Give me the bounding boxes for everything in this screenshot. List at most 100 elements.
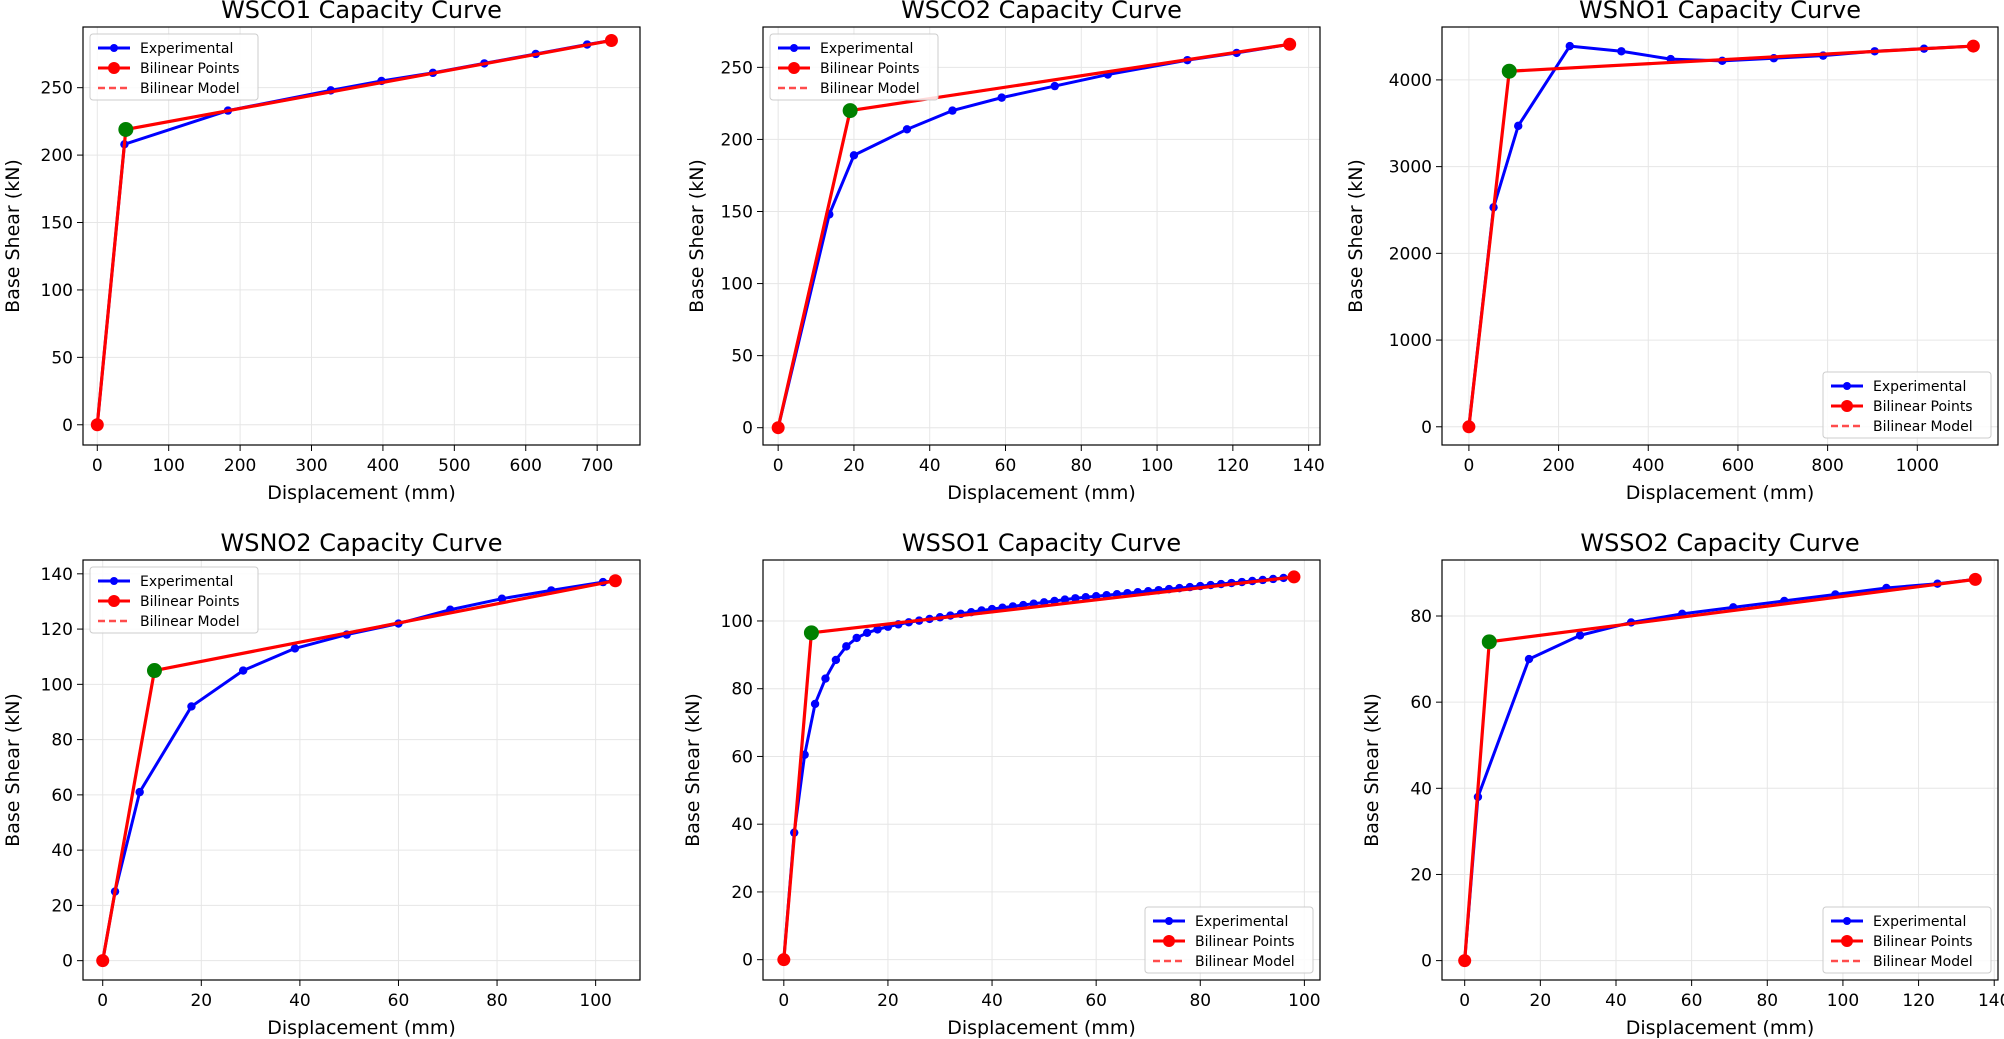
y-tick-label: 40 bbox=[51, 841, 73, 861]
legend-bilinear-points-marker bbox=[1841, 935, 1853, 947]
legend-bilinear-points-label: Bilinear Points bbox=[1873, 399, 1973, 415]
bilinear-model-line bbox=[95, 39, 612, 425]
y-tick-label: 150 bbox=[721, 202, 753, 222]
y-tick-label: 0 bbox=[742, 951, 753, 971]
wsco1-plot-area bbox=[90, 33, 618, 432]
legend-bilinear-points-label: Bilinear Points bbox=[1195, 934, 1295, 950]
legend-experimental-marker bbox=[1843, 917, 1851, 925]
y-tick-label: 80 bbox=[1410, 607, 1432, 627]
y-tick-label: 150 bbox=[41, 214, 73, 234]
yield-point bbox=[842, 103, 858, 119]
x-tick-label: 400 bbox=[1632, 456, 1664, 476]
x-tick-label: 40 bbox=[919, 456, 941, 476]
legend-bilinear-points-marker bbox=[108, 595, 120, 607]
legend: Experimental Bilinear Points Bilinear Mode… bbox=[89, 33, 259, 101]
x-axis-label: Displacement (mm) bbox=[947, 1017, 1136, 1039]
bilinear-model-line bbox=[776, 43, 1290, 428]
chart-title: WSNO2 Capacity Curve bbox=[220, 529, 502, 557]
bilinear-origin-point bbox=[1458, 954, 1472, 968]
experimental-point bbox=[842, 642, 851, 651]
x-tick-label: 300 bbox=[295, 456, 327, 476]
chart-title: WSNO1 Capacity Curve bbox=[1579, 0, 1861, 24]
legend-bilinear-points-label: Bilinear Points bbox=[1873, 934, 1973, 950]
legend-experimental-label: Experimental bbox=[1195, 914, 1288, 930]
yield-point bbox=[1481, 634, 1497, 650]
yield-point bbox=[1501, 63, 1517, 79]
legend-experimental-label: Experimental bbox=[140, 574, 233, 590]
y-tick-label: 200 bbox=[41, 146, 73, 166]
y-tick-label: 20 bbox=[51, 896, 73, 916]
x-tick-label: 0 bbox=[778, 991, 789, 1011]
legend-bilinear-points-marker bbox=[108, 62, 120, 74]
y-axis-label: Base Shear (kN) bbox=[682, 693, 704, 847]
x-tick-label: 500 bbox=[438, 456, 470, 476]
y-tick-label: 200 bbox=[721, 130, 753, 150]
y-tick-label: 140 bbox=[41, 565, 73, 585]
experimental-point bbox=[862, 628, 872, 638]
wsco1-chart: 0 100 200 300 400 500 600 700 0 50 100 150 200 250 WSC… bbox=[2, 0, 641, 504]
experimental-point bbox=[852, 633, 861, 643]
wsso1-chart: 0 20 40 60 80 100 0 20 40 60 80 100 WSSO1 Capacity C… bbox=[682, 529, 1321, 1039]
bilinear-ultimate-point bbox=[1283, 37, 1297, 51]
wsno1-chart: 0 200 400 600 800 1000 0 1000 2000 3000 4000 WSNO1 … bbox=[1345, 0, 1999, 504]
legend-box bbox=[1144, 906, 1314, 974]
bilinear-model-line bbox=[1467, 44, 1974, 427]
x-tick-label: 1000 bbox=[1896, 456, 1939, 476]
y-tick-label: 40 bbox=[1410, 779, 1432, 799]
legend-experimental-marker bbox=[110, 44, 118, 52]
x-tick-label: 100 bbox=[152, 456, 184, 476]
legend-experimental-marker bbox=[1165, 917, 1173, 925]
bilinear-points-line bbox=[782, 575, 1295, 960]
x-tick-label: 400 bbox=[367, 456, 399, 476]
axes-frame bbox=[82, 26, 641, 446]
x-tick-label: 200 bbox=[1542, 456, 1574, 476]
x-tick-label: 60 bbox=[995, 456, 1017, 476]
legend-experimental-label: Experimental bbox=[1873, 379, 1966, 395]
y-tick-label: 20 bbox=[731, 883, 753, 903]
experimental-point bbox=[1514, 121, 1523, 131]
y-tick-label: 50 bbox=[731, 347, 753, 367]
wsno2-plot-area bbox=[96, 574, 622, 968]
experimental-point bbox=[1050, 81, 1059, 91]
x-tick-label: 20 bbox=[843, 456, 865, 476]
x-tick-label: 100 bbox=[1827, 991, 1859, 1011]
legend: Experimental Bilinear Points Bilinear Mode… bbox=[1822, 906, 1992, 974]
legend-bilinear-points-marker bbox=[1163, 935, 1175, 947]
x-tick-label: 0 bbox=[92, 456, 103, 476]
experimental-point bbox=[810, 699, 820, 709]
x-tick-label: 40 bbox=[289, 991, 311, 1011]
x-tick-label: 80 bbox=[1189, 991, 1211, 1011]
experimental-line bbox=[782, 575, 1295, 960]
experimental-point bbox=[238, 666, 248, 675]
x-axis-label: Displacement (mm) bbox=[267, 482, 456, 504]
y-tick-label: 0 bbox=[62, 952, 73, 972]
yield-point bbox=[803, 625, 819, 641]
y-tick-label: 0 bbox=[742, 419, 753, 439]
experimental-point bbox=[849, 151, 859, 160]
bilinear-model-line bbox=[782, 575, 1295, 960]
y-tick-label: 60 bbox=[1410, 693, 1432, 713]
y-axis-label: Base Shear (kN) bbox=[1345, 159, 1367, 313]
bilinear-points-line bbox=[101, 579, 616, 961]
x-tick-label: 700 bbox=[581, 456, 613, 476]
x-tick-label: 600 bbox=[1722, 456, 1754, 476]
x-tick-label: 200 bbox=[224, 456, 256, 476]
x-tick-label: 100 bbox=[1141, 456, 1173, 476]
legend-bilinear-model-label: Bilinear Model bbox=[1195, 954, 1295, 970]
experimental-point bbox=[902, 125, 912, 134]
legend-bilinear-points-label: Bilinear Points bbox=[140, 594, 240, 610]
experimental-point bbox=[821, 674, 830, 683]
experimental-point bbox=[1617, 47, 1626, 56]
axes-frame bbox=[1441, 559, 1999, 981]
y-tick-label: 80 bbox=[731, 680, 753, 700]
bilinear-ultimate-point bbox=[1287, 570, 1301, 584]
y-tick-label: 100 bbox=[41, 281, 73, 301]
bilinear-origin-point bbox=[771, 421, 785, 435]
experimental-point bbox=[948, 106, 957, 115]
experimental-point bbox=[1071, 594, 1080, 603]
x-tick-label: 20 bbox=[190, 991, 212, 1011]
legend: Experimental Bilinear Points Bilinear Mode… bbox=[1822, 371, 1992, 439]
y-tick-label: 1000 bbox=[1389, 331, 1432, 351]
wsco2-chart: 0 20 40 60 80 100 120 140 0 50 100 150 200 250 WSCO2 C… bbox=[686, 0, 1325, 504]
x-tick-label: 120 bbox=[1217, 456, 1249, 476]
